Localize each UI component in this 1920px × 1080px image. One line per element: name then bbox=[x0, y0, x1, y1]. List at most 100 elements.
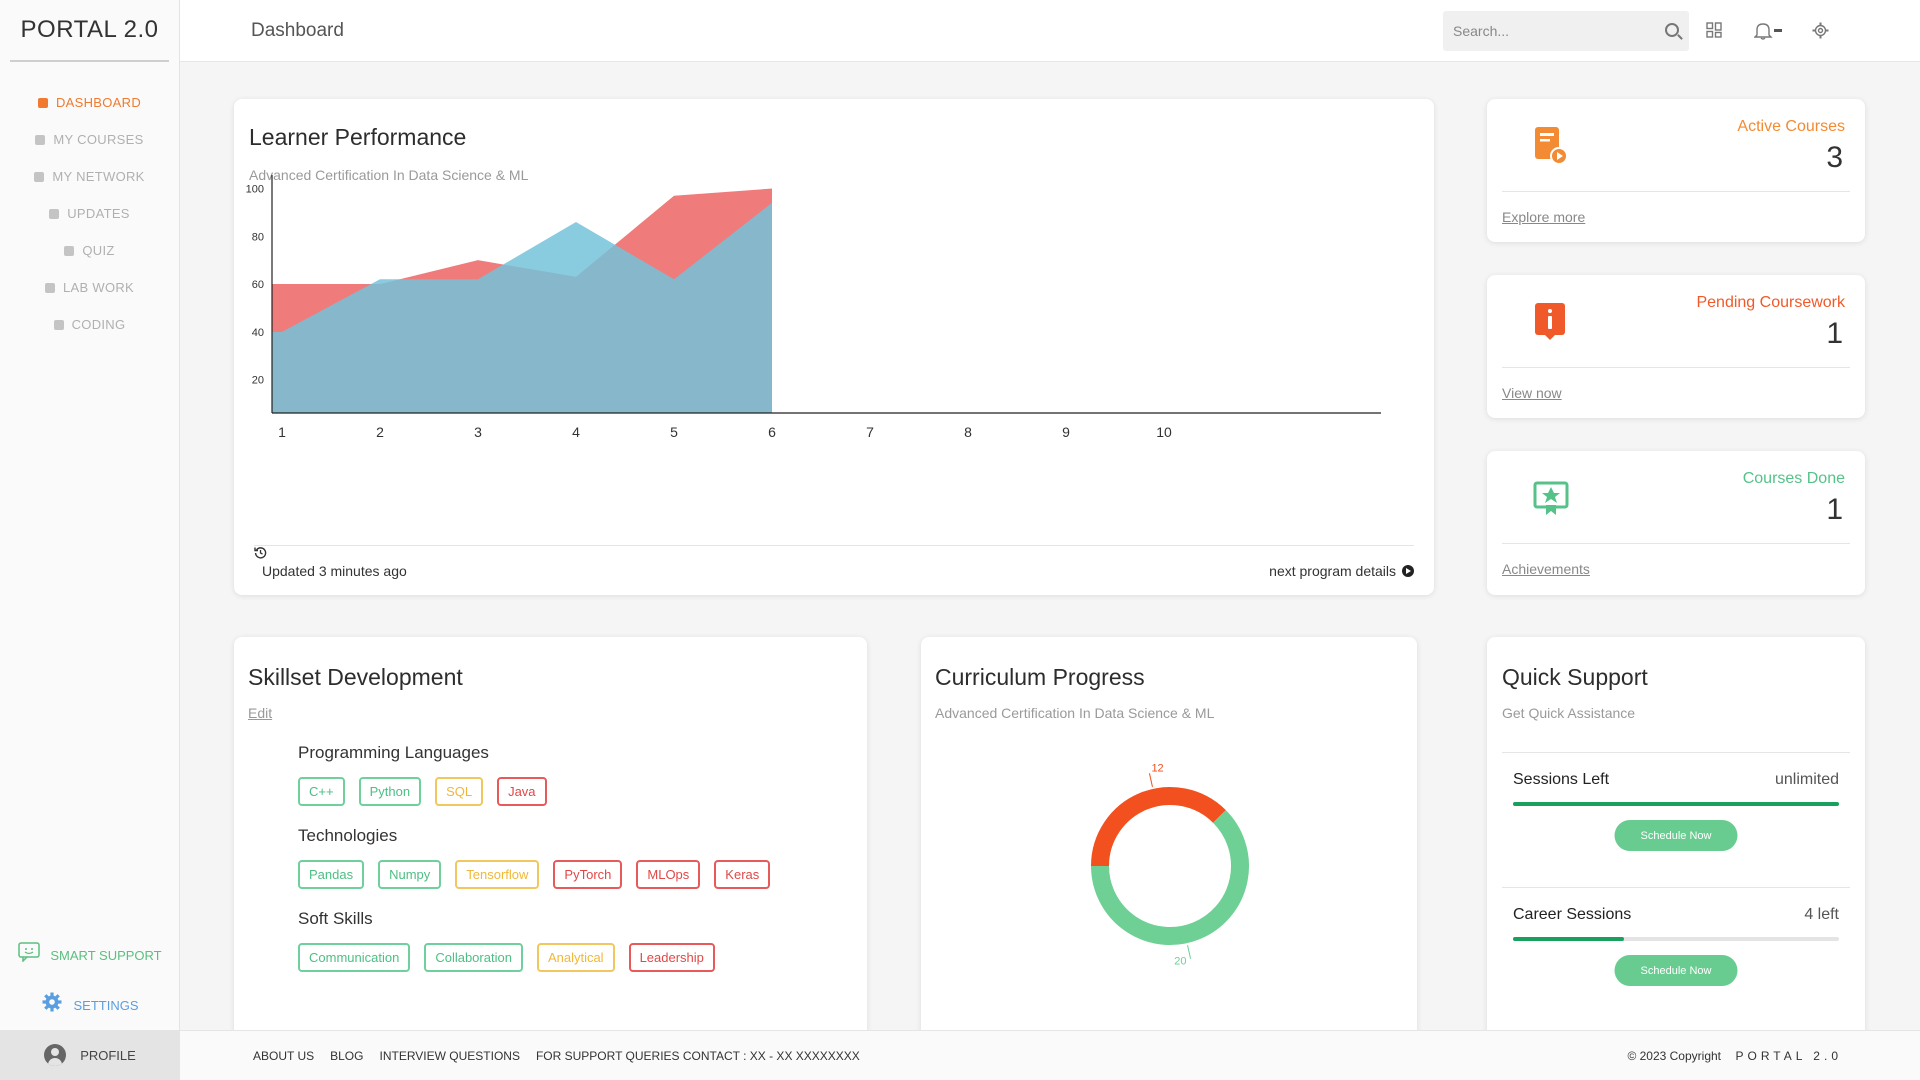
skill-tag[interactable]: Pandas bbox=[298, 860, 365, 889]
avatar bbox=[44, 1044, 67, 1066]
skill-tag[interactable]: Leadership bbox=[628, 943, 715, 972]
donut-label: 12 bbox=[1151, 762, 1163, 774]
learner-performance-card: Learner Performance Advanced Certificati… bbox=[234, 99, 1434, 595]
sidebar-item-my-courses[interactable]: MY COURSES bbox=[0, 121, 179, 158]
skill-group-soft-skills: Soft Skills Communication Collaboration … bbox=[298, 909, 729, 972]
schedule-now-button[interactable]: Schedule Now bbox=[1614, 955, 1738, 986]
y-tick-label: 40 bbox=[252, 327, 264, 339]
sidebar-item-quiz[interactable]: QUIZ bbox=[0, 232, 179, 269]
search-input[interactable] bbox=[1443, 23, 1643, 39]
skill-tag[interactable]: Numpy bbox=[378, 860, 442, 889]
session-progress-bar bbox=[1513, 802, 1839, 806]
sidebar-item-label: MY COURSES bbox=[53, 132, 144, 147]
card-subtitle: Get Quick Assistance bbox=[1502, 705, 1636, 721]
copyright: © 2023 Copyright bbox=[1627, 1049, 1721, 1063]
curriculum-progress-card: Curriculum Progress Advanced Certificati… bbox=[921, 637, 1417, 1057]
sidebar-bottom: SMART SUPPORT SETTINGS PROFILE bbox=[0, 930, 180, 1080]
skill-tag[interactable]: Collaboration bbox=[424, 943, 523, 972]
skill-tag[interactable]: MLOps bbox=[636, 860, 701, 889]
bell-icon[interactable] bbox=[1753, 22, 1786, 44]
skill-tag[interactable]: Communication bbox=[298, 943, 411, 972]
footer-link-about[interactable]: ABOUT US bbox=[253, 1048, 315, 1063]
skill-tag[interactable]: Java bbox=[497, 777, 547, 806]
sidebar-item-label: LAB WORK bbox=[62, 280, 135, 295]
sidebar-item-coding[interactable]: CODING bbox=[0, 306, 179, 343]
sidebar-item-label: MY NETWORK bbox=[52, 169, 145, 184]
session-label: Sessions Left bbox=[1513, 771, 1610, 788]
y-tick-label: 80 bbox=[252, 231, 264, 243]
x-tick-label: 8 bbox=[964, 424, 972, 440]
session-value: unlimited bbox=[1774, 771, 1839, 788]
edit-skills-link[interactable]: Edit bbox=[248, 705, 273, 721]
arrow-circle-icon bbox=[1402, 564, 1414, 577]
card-title: Skillset Development bbox=[248, 664, 463, 690]
updated-status: Updated 3 minutes ago bbox=[254, 547, 407, 579]
page-title: Dashboard bbox=[251, 20, 344, 41]
smart-support-label: SMART SUPPORT bbox=[50, 947, 162, 963]
gear-icon[interactable] bbox=[1812, 22, 1829, 43]
divider bbox=[1502, 191, 1850, 192]
settings-link[interactable]: SETTINGS bbox=[0, 980, 180, 1030]
skill-tag[interactable]: PyTorch bbox=[553, 860, 623, 889]
gear-icon bbox=[41, 991, 63, 1019]
stat-label: Courses Done bbox=[1742, 470, 1845, 487]
profile-label: PROFILE bbox=[80, 1047, 136, 1063]
card-subtitle: Advanced Certification In Data Science &… bbox=[249, 167, 529, 183]
stat-card-pending-coursework: Pending Coursework 1 View now bbox=[1487, 275, 1865, 418]
x-tick-label: 10 bbox=[1156, 424, 1172, 440]
x-tick-label: 6 bbox=[768, 424, 776, 440]
skill-tag[interactable]: Tensorflow bbox=[455, 860, 540, 889]
y-tick-label: 60 bbox=[252, 279, 264, 291]
sidebar-item-dashboard[interactable]: DASHBOARD bbox=[0, 84, 179, 121]
session-row: Career Sessions 4 left bbox=[1513, 906, 1839, 924]
footer-link-blog[interactable]: BLOG bbox=[330, 1048, 364, 1063]
network-icon bbox=[34, 171, 45, 182]
explore-more-link[interactable]: Explore more bbox=[1502, 209, 1586, 225]
skill-tag[interactable]: Analytical bbox=[536, 943, 615, 972]
skill-group-title: Soft Skills bbox=[298, 909, 373, 928]
smart-support-link[interactable]: SMART SUPPORT bbox=[0, 930, 180, 980]
donut-label: 20 bbox=[1174, 956, 1186, 968]
sidebar-item-updates[interactable]: UPDATES bbox=[0, 195, 179, 232]
donut-leader-line bbox=[1187, 944, 1192, 959]
search-box bbox=[1443, 11, 1689, 51]
profile-link[interactable]: PROFILE bbox=[0, 1030, 180, 1080]
x-tick-label: 2 bbox=[376, 424, 384, 440]
tag-list: Communication Collaboration Analytical L… bbox=[298, 943, 729, 972]
grid-icon[interactable] bbox=[1706, 22, 1722, 42]
session-value: 4 left bbox=[1804, 906, 1839, 923]
stat-value: 3 bbox=[1826, 141, 1843, 174]
search-icon[interactable] bbox=[1665, 23, 1679, 37]
stat-card-courses-done: Courses Done 1 Achievements bbox=[1487, 451, 1865, 595]
sessions-left-block: Sessions Left unlimited Schedule Now bbox=[1502, 752, 1850, 882]
skill-tag[interactable]: Python bbox=[358, 777, 422, 806]
card-title: Curriculum Progress bbox=[935, 664, 1145, 690]
skill-group-technologies: Technologies Pandas Numpy Tensorflow PyT… bbox=[298, 826, 784, 889]
app-logo[interactable]: PORTAL 2.0 bbox=[10, 0, 169, 62]
achievements-link[interactable]: Achievements bbox=[1502, 561, 1590, 577]
schedule-now-button[interactable]: Schedule Now bbox=[1614, 820, 1738, 851]
alert-document-icon bbox=[1533, 301, 1567, 341]
next-program-link[interactable]: next program details bbox=[1269, 563, 1414, 579]
quick-support-card: Quick Support Get Quick Assistance Sessi… bbox=[1487, 637, 1865, 1057]
session-progress-bar bbox=[1513, 937, 1839, 941]
next-program-label: next program details bbox=[1269, 562, 1396, 579]
skill-group-title: Technologies bbox=[298, 826, 398, 845]
donut-segment-1 bbox=[1091, 810, 1249, 945]
x-tick-label: 4 bbox=[572, 424, 580, 440]
sidebar-item-lab-work[interactable]: LAB WORK bbox=[0, 269, 179, 306]
view-now-link[interactable]: View now bbox=[1502, 385, 1562, 401]
footer-link-interview[interactable]: INTERVIEW QUESTIONS bbox=[379, 1048, 520, 1063]
sidebar-item-label: CODING bbox=[71, 317, 126, 332]
flask-icon bbox=[44, 282, 55, 293]
footer-links: ABOUT US BLOG INTERVIEW QUESTIONS FOR SU… bbox=[253, 1049, 876, 1063]
skill-tag[interactable]: C++ bbox=[298, 777, 345, 806]
sidebar-item-my-network[interactable]: MY NETWORK bbox=[0, 158, 179, 195]
skill-group-programming: Programming Languages C++ Python SQL Jav… bbox=[298, 743, 561, 806]
card-title: Learner Performance bbox=[249, 124, 467, 150]
x-tick-label: 5 bbox=[670, 424, 678, 440]
skill-tag[interactable]: Keras bbox=[714, 860, 771, 889]
y-tick-label: 100 bbox=[246, 184, 264, 196]
settings-label: SETTINGS bbox=[73, 997, 139, 1013]
skill-tag[interactable]: SQL bbox=[435, 777, 484, 806]
